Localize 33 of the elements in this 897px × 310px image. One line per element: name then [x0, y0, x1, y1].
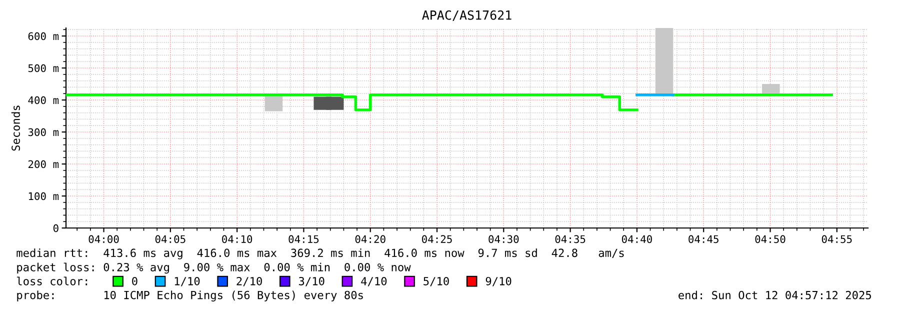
x-tick-label: 04:55 — [822, 235, 852, 244]
x-tick-label: 04:20 — [355, 235, 386, 244]
y-tick-label: 600 m — [28, 32, 59, 40]
legend-title: loss color: — [17, 276, 88, 286]
y-tick-label: 100 m — [28, 192, 59, 200]
legend-label: 5/10 — [424, 276, 449, 286]
x-tick-label: 04:35 — [555, 235, 586, 244]
x-tick-label: 04:15 — [288, 235, 319, 244]
x-tick-label: 04:00 — [88, 235, 119, 244]
x-tick-label: 04:40 — [622, 235, 652, 244]
text: probe: 10 ICMP Echo Pings (56 Bytes) every 80s — [17, 290, 363, 302]
x-tick-label: 04:45 — [688, 235, 718, 244]
y-axis-title: Seconds — [11, 106, 20, 151]
x-tick-label: 04:30 — [488, 235, 519, 244]
text: packet loss: 0.23 % avg 9.00 % max 0.00 % min 0.00 % now — [17, 262, 411, 274]
legend-label: 2/10 — [236, 276, 262, 286]
y-tick-label: 200 m — [28, 160, 59, 168]
y-tick-label: 500 m — [28, 64, 59, 72]
y-tick-label: 300 m — [28, 128, 59, 136]
legend-label: 4/10 — [361, 276, 387, 286]
y-tick-label: 0 — [53, 224, 58, 232]
legend-label: 9/10 — [486, 276, 512, 286]
text: median rtt: 413.6 ms avg 416.0 ms max 369.2 ms min 416.0 ms now 9.7 ms sd 42.8 am/s — [16, 248, 624, 260]
chart-title: APAC/AS17621 — [422, 10, 512, 21]
x-tick-label: 04:50 — [755, 235, 786, 244]
y-tick-label: 400 m — [28, 96, 59, 104]
text: end: Sun Oct 12 04:57:12 2025 — [678, 290, 871, 300]
legend-label: 3/10 — [298, 276, 324, 286]
x-tick-label: 04:25 — [422, 235, 452, 244]
x-tick-label: 04:05 — [155, 235, 186, 244]
legend-label: 1/10 — [174, 276, 200, 286]
legend-label: 0 — [132, 276, 138, 286]
x-tick-label: 04:10 — [222, 235, 252, 244]
